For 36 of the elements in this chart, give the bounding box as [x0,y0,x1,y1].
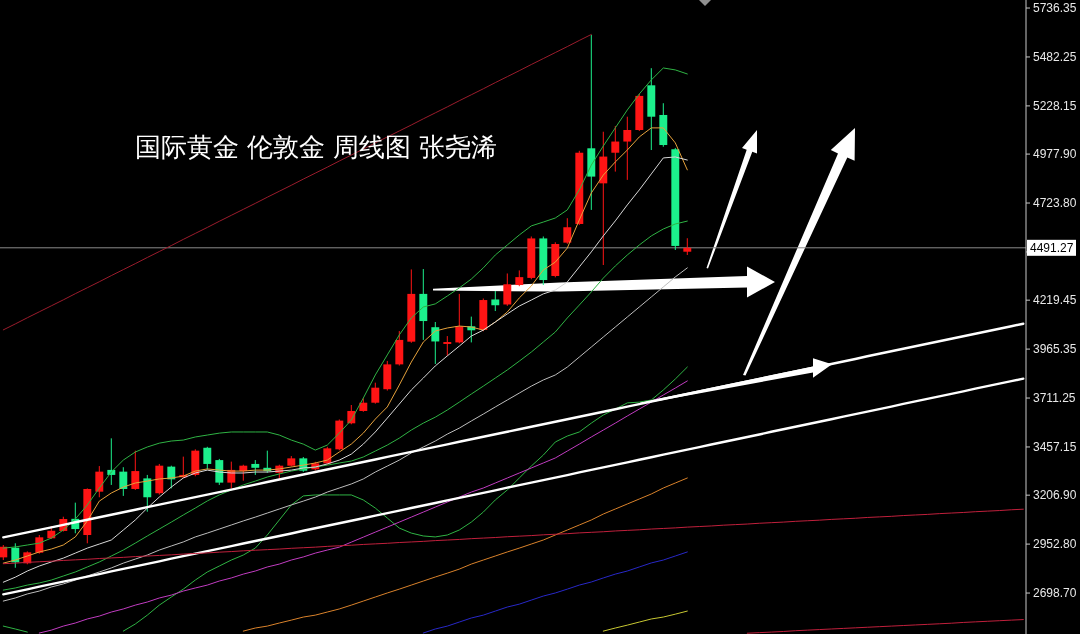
candlestick [371,382,380,405]
y-tick-label: 3457.15 [1033,440,1077,455]
line-series [2,33,592,331]
line-series [2,377,1025,596]
candlestick [95,465,104,498]
y-tick-label: 2698.70 [1033,586,1077,601]
y-tick-label: 5482.25 [1033,50,1077,65]
line-series [602,610,688,632]
candlestick [203,446,212,470]
line-series [2,322,1025,539]
y-tick-label: 3965.35 [1033,342,1077,357]
candlestick [563,217,572,245]
line-series [2,267,688,602]
line-series [2,220,688,591]
y-tick-label: 4977.90 [1033,147,1077,162]
line-series [746,619,1024,634]
line-series [242,477,688,632]
y-tick-label: 5736.35 [1033,1,1077,16]
y-tick-label: 3206.90 [1033,488,1077,503]
text: 国际黄金 伦敦金 周线图 张尧浠 [134,132,498,162]
line-series [2,508,1024,565]
candlestick [503,272,512,307]
candlestick [491,290,500,312]
candlestick [119,466,128,497]
y-tick-label: 4723.80 [1033,196,1077,211]
candlestick [443,335,452,357]
y-tick-label: 5228.15 [1033,99,1077,114]
candlestick [131,450,140,491]
candlestick [455,293,464,344]
candlestick [623,116,632,181]
candlestick [143,474,152,513]
ref-line-label: 4491.27 [1030,241,1074,256]
y-tick-label: 2952.80 [1033,537,1077,552]
y-tick-label: 4219.45 [1033,293,1077,308]
line-series [422,551,688,634]
y-tick-label: 3711.25 [1033,391,1076,406]
